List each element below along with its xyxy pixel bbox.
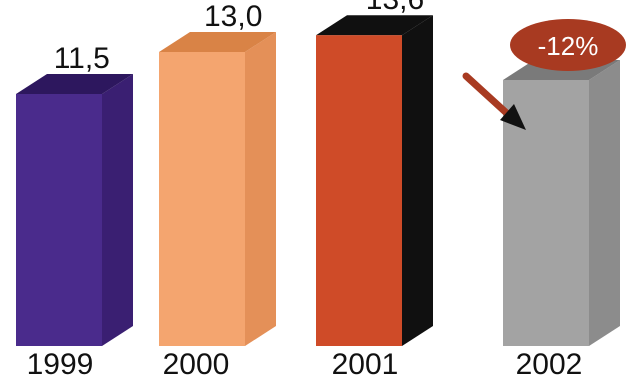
change-badge — [510, 19, 626, 71]
bar-2001 — [316, 35, 402, 346]
bar-1999 — [16, 94, 102, 346]
bar-top-2000 — [159, 32, 276, 52]
change-badge-text: -12% — [538, 31, 599, 61]
tick-label-2002: 2002 — [516, 348, 583, 379]
bar-top-1999 — [16, 74, 133, 94]
value-label-2001: 13,6 — [366, 0, 424, 16]
tick-label-2000: 2000 — [163, 348, 230, 379]
bar-side-2001 — [402, 15, 433, 346]
tick-label-2001: 2001 — [332, 348, 399, 379]
bar-top-2001 — [316, 15, 433, 36]
decline-arrow — [462, 72, 526, 130]
value-label-2000: 13,0 — [204, 0, 262, 33]
value-label-1999: 11,5 — [54, 42, 110, 75]
bar-side-2000 — [245, 32, 276, 346]
bar-side-1999 — [102, 74, 133, 346]
tick-label-1999: 1999 — [27, 348, 94, 379]
bar-2000 — [159, 52, 245, 346]
bar-side-2002 — [589, 60, 620, 346]
